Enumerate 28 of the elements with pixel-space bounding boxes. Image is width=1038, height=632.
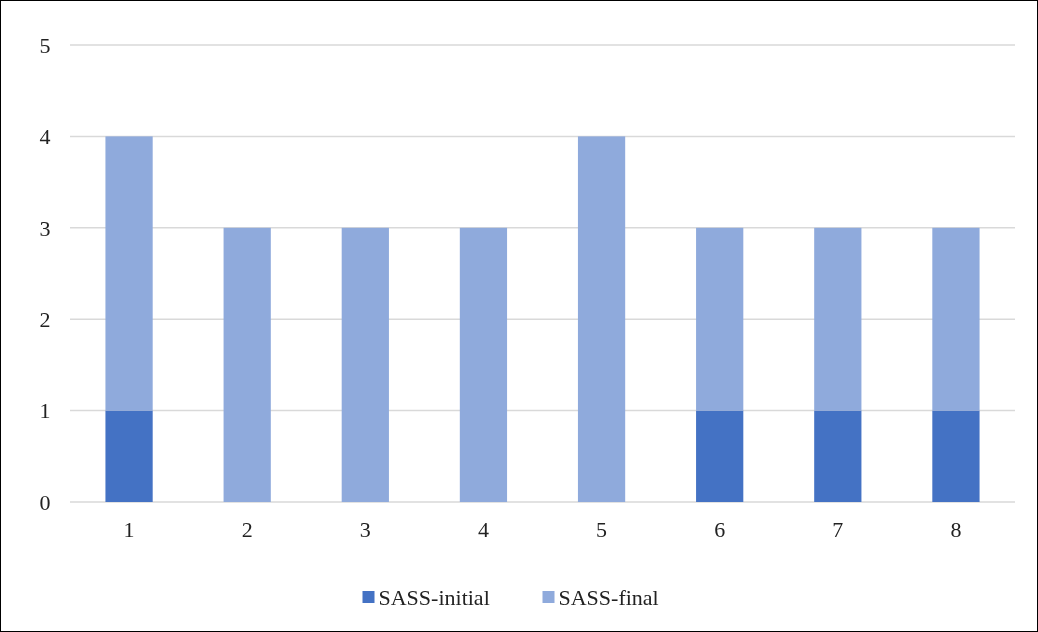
x-tick-label: 5 [596,517,608,542]
x-tick-label: 2 [241,517,253,542]
y-tick-label: 5 [39,32,51,58]
bar [459,227,508,502]
x-tick-label: 6 [714,517,726,542]
y-tick-label: 3 [39,215,51,241]
bar [105,136,153,411]
bar [932,227,980,411]
bar [696,410,744,502]
y-tick-label: 1 [39,398,51,424]
bar [341,227,389,502]
bar [223,227,271,502]
bar [105,410,153,502]
x-tick-label: 7 [832,517,844,542]
bar [577,136,626,502]
x-tick-label: 1 [123,517,135,542]
bar [814,410,862,502]
bar [932,410,980,502]
x-tick-label: 4 [477,517,489,542]
bar [814,227,862,411]
legend-label: SASS-initial [378,584,490,610]
x-tick-label: 3 [359,517,371,542]
y-tick-label: 0 [39,489,51,515]
x-tick-label: 8 [950,517,962,542]
y-tick-label: 2 [39,306,51,332]
legend-label: SASS-final [558,584,659,610]
y-tick-label: 4 [39,124,51,150]
bar [696,227,744,411]
